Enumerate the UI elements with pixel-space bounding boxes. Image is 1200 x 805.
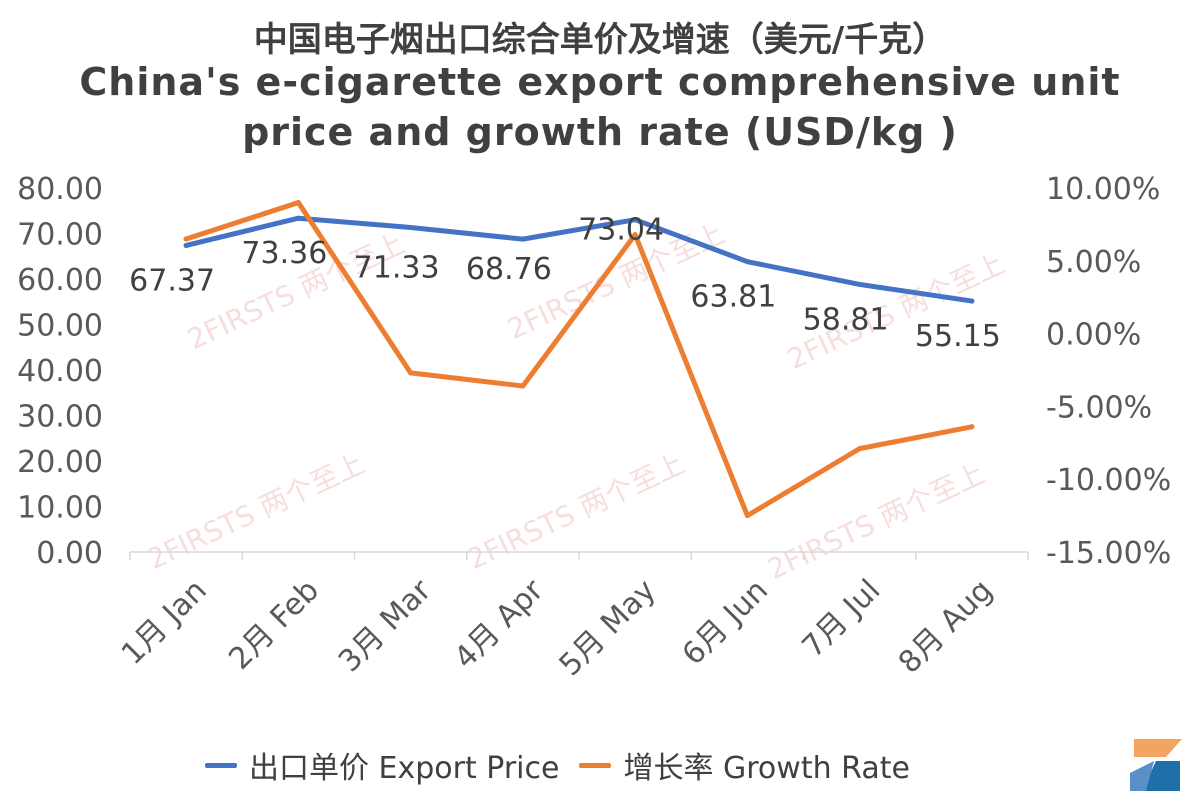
- legend-label-export-price: 出口单价 Export Price: [249, 751, 560, 786]
- right-axis-tick-label: 0.00%: [1046, 318, 1141, 353]
- x-axis-category-label: 2月 Feb: [222, 573, 326, 677]
- point-export-price: [295, 215, 301, 221]
- legend-label-growth-rate: 增长率 Growth Rate: [623, 751, 910, 786]
- 2firsts-logo: [1130, 739, 1182, 791]
- point-growth-rate: [632, 232, 638, 238]
- data-label-export-price: 73.04: [578, 213, 664, 248]
- legend-item-export-price: 出口单价 Export Price: [205, 743, 559, 787]
- x-axis-category-label: 1月 Jan: [115, 573, 214, 672]
- x-axis-category-label: 5月 May: [553, 573, 663, 683]
- point-export-price: [520, 236, 526, 242]
- left-axis-tick-label: 30.00: [17, 400, 103, 435]
- data-label-export-price: 73.36: [241, 236, 327, 271]
- chart-legend: 出口单价 Export Price 增长率 Growth Rate: [205, 743, 930, 787]
- point-growth-rate: [969, 424, 975, 430]
- data-label-export-price: 58.81: [803, 302, 889, 337]
- chart-title-en-line2: price and growth rate (USD/kg ): [242, 110, 958, 154]
- left-axis-tick-label: 80.00: [17, 172, 103, 207]
- data-label-export-price: 63.81: [690, 280, 776, 315]
- point-export-price: [857, 281, 863, 287]
- left-axis-tick-label: 50.00: [17, 309, 103, 344]
- watermark-text: 2FIRSTS 两个至上: [762, 457, 989, 586]
- watermark-text: 2FIRSTS 两个至上: [462, 447, 689, 576]
- point-growth-rate: [408, 370, 414, 376]
- x-axis-category-label: 6月 Jun: [676, 573, 775, 672]
- point-export-price: [632, 217, 638, 223]
- right-axis-tick-label: 10.00%: [1046, 172, 1160, 207]
- x-axis-category-label: 3月 Mar: [332, 572, 439, 679]
- point-export-price: [183, 242, 189, 248]
- left-axis-tick-label: 10.00: [17, 491, 103, 526]
- point-export-price: [744, 259, 750, 265]
- point-export-price: [969, 298, 975, 304]
- right-axis-tick-label: -10.00%: [1046, 463, 1171, 498]
- x-axis-category-label: 4月 Apr: [448, 572, 551, 675]
- data-label-export-price: 67.37: [129, 263, 215, 298]
- left-axis-tick-label: 20.00: [17, 445, 103, 480]
- x-axis-category-label: 8月 Aug: [892, 573, 1000, 681]
- right-axis-tick-label: 5.00%: [1046, 245, 1141, 280]
- left-axis-tick-label: 70.00: [17, 218, 103, 253]
- point-growth-rate: [295, 200, 301, 206]
- legend-item-growth-rate: 增长率 Growth Rate: [579, 743, 910, 787]
- point-growth-rate: [744, 513, 750, 519]
- legend-swatch-growth-rate: [579, 762, 612, 768]
- left-axis-tick-label: 0.00: [36, 536, 103, 571]
- x-axis-category-label: 7月 Jul: [795, 573, 887, 665]
- data-label-export-price: 68.76: [466, 252, 552, 287]
- point-growth-rate: [857, 446, 863, 452]
- series-line-growth-rate: [183, 200, 975, 519]
- point-growth-rate: [520, 383, 526, 389]
- point-export-price: [408, 224, 414, 230]
- watermark-text: 2FIRSTS 两个至上: [142, 447, 369, 576]
- right-axis-tick-label: -15.00%: [1046, 536, 1171, 571]
- series-line-export-price: [183, 215, 975, 304]
- right-axis-tick-label: -5.00%: [1046, 390, 1152, 425]
- left-axis-tick-label: 60.00: [17, 263, 103, 298]
- point-growth-rate: [183, 236, 189, 242]
- left-axis-tick-label: 40.00: [17, 354, 103, 389]
- legend-swatch-export-price: [205, 762, 237, 768]
- chart-title-en-line1: China's e-cigarette export comprehensive…: [79, 60, 1121, 104]
- chart-title-zh: 中国电子烟出口综合单价及增速（美元/千克）: [253, 20, 947, 60]
- data-label-export-price: 55.15: [915, 319, 1001, 354]
- data-label-export-price: 71.33: [354, 250, 440, 285]
